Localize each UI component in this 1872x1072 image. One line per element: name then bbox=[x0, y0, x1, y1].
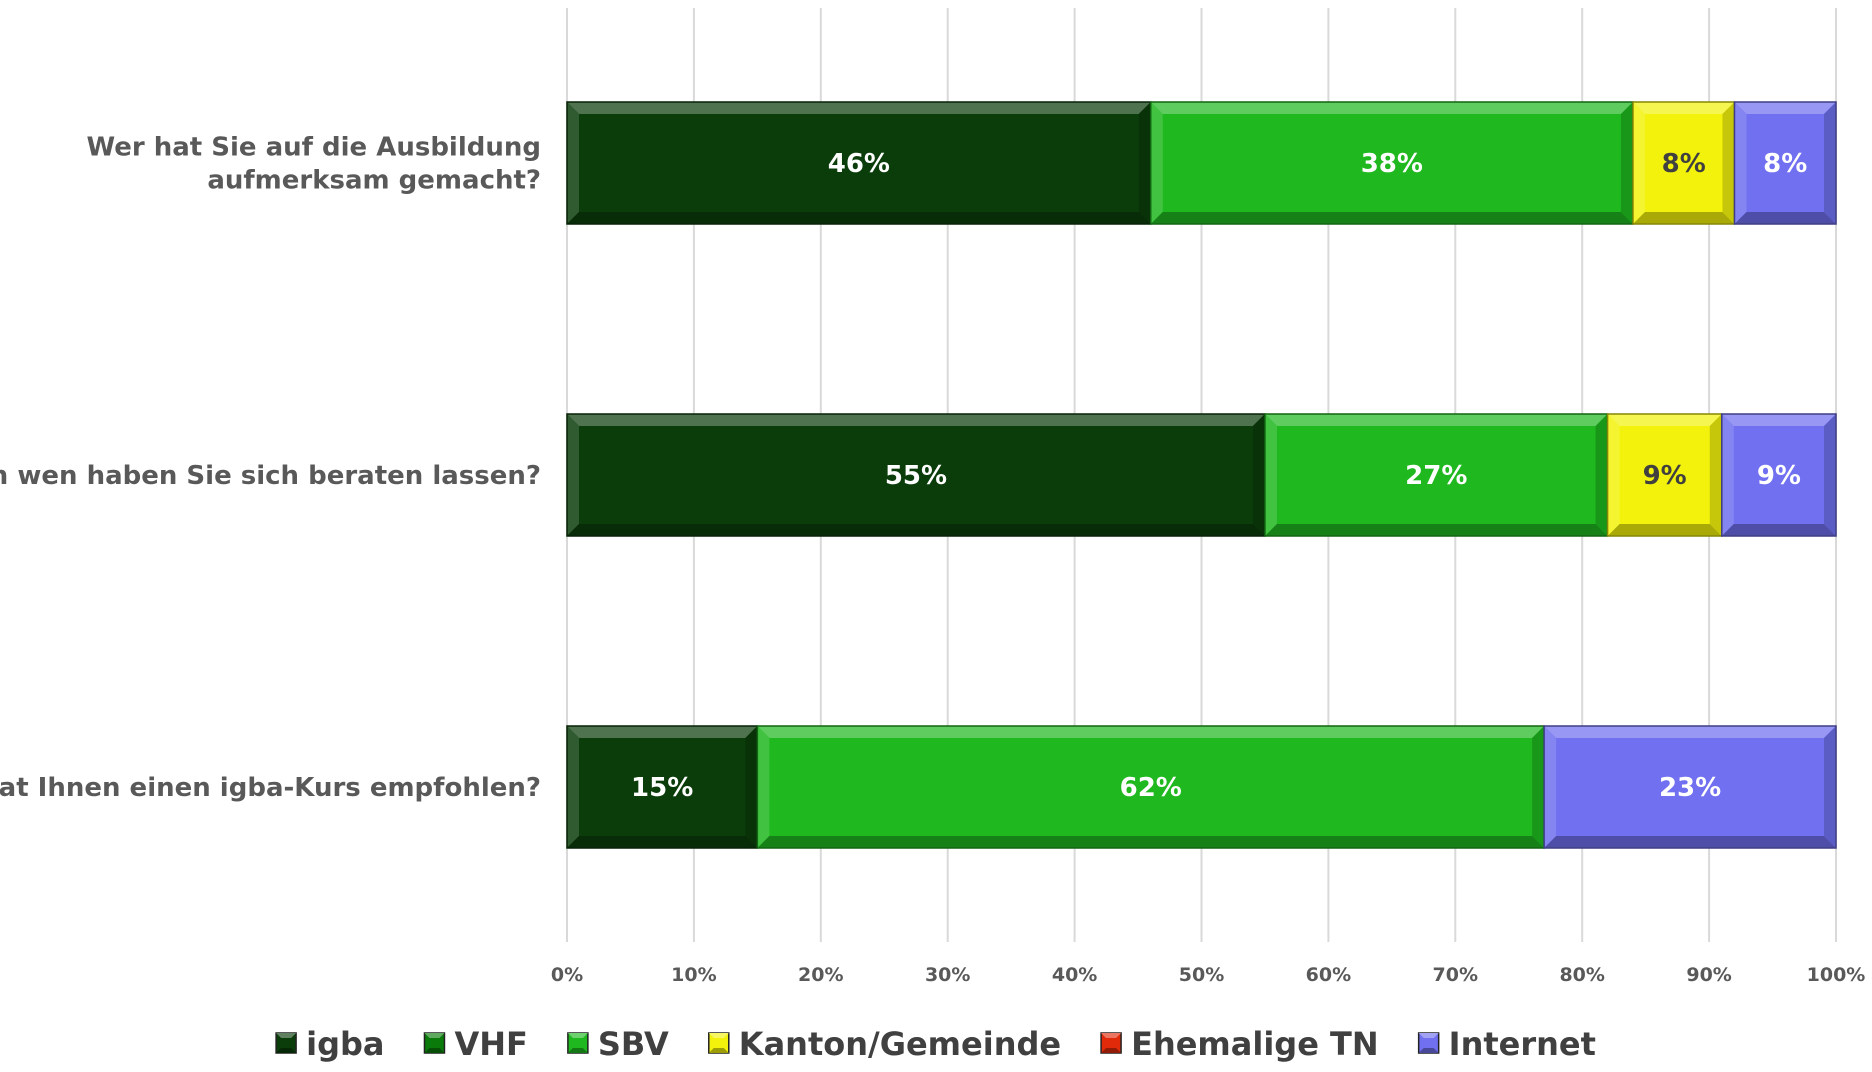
data-label: 8% bbox=[1662, 149, 1706, 179]
legend-item: igba bbox=[275, 1025, 384, 1063]
legend-item: Ehemalige TN bbox=[1100, 1025, 1379, 1063]
category-label: Wer hat Ihnen einen igba-Kurs empfohlen? bbox=[0, 773, 541, 803]
legend-label: Ehemalige TN bbox=[1131, 1025, 1379, 1063]
data-label: 9% bbox=[1643, 461, 1687, 491]
bar-segment-kanton-gemeinde bbox=[1606, 413, 1723, 537]
x-tick-label: 100% bbox=[1807, 964, 1866, 986]
data-label: 55% bbox=[885, 461, 947, 491]
x-axis-ticks: 0% 10% 20% 30% 40% 50% 60% 70% 80% 90% 100% bbox=[551, 964, 1865, 986]
bar-segment-igba bbox=[566, 725, 759, 849]
legend-label: VHF bbox=[454, 1025, 527, 1063]
legend-label: Internet bbox=[1449, 1025, 1596, 1063]
bar-segment-internet bbox=[1543, 725, 1837, 849]
bar-segment-sbv bbox=[756, 725, 1545, 849]
data-label: 23% bbox=[1659, 773, 1721, 803]
bar-segment-sbv bbox=[1149, 101, 1634, 225]
x-tick-label: 70% bbox=[1433, 964, 1478, 986]
x-tick-label: 0% bbox=[551, 964, 583, 986]
x-tick-label: 10% bbox=[671, 964, 716, 986]
x-tick-label: 40% bbox=[1052, 964, 1097, 986]
category-label: Wer hat Sie auf die Ausbildung aufmerksam… bbox=[86, 133, 541, 196]
legend-item: Internet bbox=[1417, 1025, 1596, 1063]
legend-label: igba bbox=[306, 1025, 384, 1063]
legend: igba VHF SBV Kanton/Gemeinde Ehemalige TN Int… bbox=[275, 1025, 1596, 1063]
x-tick-label: 30% bbox=[925, 964, 970, 986]
category-labels: Wer hat Sie auf die Ausbildung aufmerksam… bbox=[0, 133, 541, 804]
x-tick-label: 60% bbox=[1306, 964, 1351, 986]
x-tick-label: 20% bbox=[798, 964, 843, 986]
bar-segment-internet bbox=[1721, 413, 1837, 537]
data-label: 27% bbox=[1405, 461, 1467, 491]
data-label: 8% bbox=[1763, 149, 1807, 179]
bar-segment-sbv bbox=[1264, 413, 1609, 537]
bars: 46% 38% 8% 8% 55% 27% 9% 9% 15% 62% 23% bbox=[566, 101, 1837, 849]
data-label: 38% bbox=[1361, 149, 1423, 179]
category-label: Durch wen haben Sie sich beraten lassen? bbox=[0, 461, 541, 491]
x-tick-label: 80% bbox=[1559, 964, 1604, 986]
legend-item: VHF bbox=[423, 1025, 528, 1063]
data-label: 15% bbox=[631, 773, 693, 803]
bar-segment-igba bbox=[566, 413, 1266, 537]
data-label: 62% bbox=[1120, 773, 1182, 803]
legend-label: SBV bbox=[598, 1025, 669, 1063]
legend-label: Kanton/Gemeinde bbox=[739, 1025, 1061, 1063]
bar-segment-internet bbox=[1733, 101, 1837, 225]
x-tick-label: 90% bbox=[1686, 964, 1731, 986]
legend-item: SBV bbox=[567, 1025, 669, 1063]
x-tick-label: 50% bbox=[1179, 964, 1224, 986]
bar-segment-igba bbox=[566, 101, 1152, 225]
data-label: 9% bbox=[1757, 461, 1801, 491]
legend-item: Kanton/Gemeinde bbox=[708, 1025, 1061, 1063]
data-label: 46% bbox=[828, 149, 890, 179]
bar-segment-kanton-gemeinde bbox=[1632, 101, 1736, 225]
